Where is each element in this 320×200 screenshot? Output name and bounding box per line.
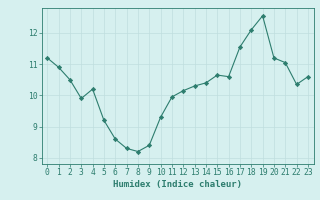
X-axis label: Humidex (Indice chaleur): Humidex (Indice chaleur) <box>113 180 242 189</box>
